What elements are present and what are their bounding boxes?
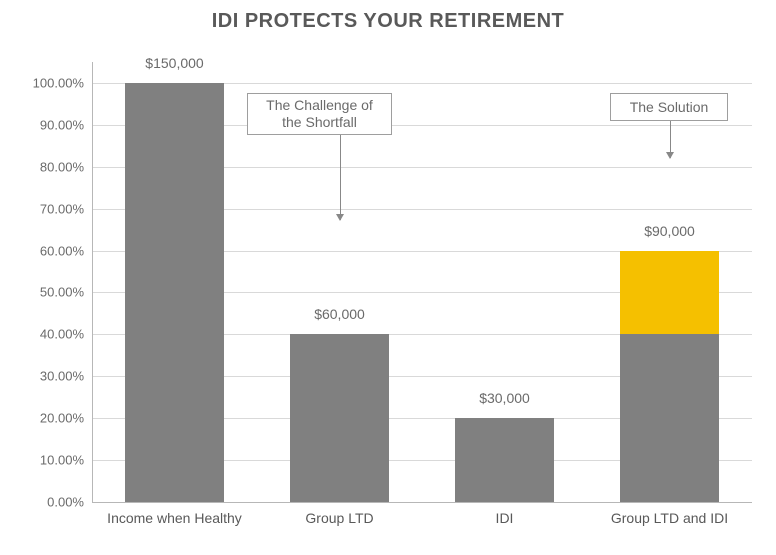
bar-value-label: $150,000: [145, 55, 203, 71]
bar-segment: [620, 251, 719, 335]
bar-segment: [620, 334, 719, 502]
callout-box: The Solution: [610, 93, 728, 121]
bar-segment: [125, 83, 224, 502]
callout-arrow: [670, 121, 671, 158]
x-axis-tick-label: Group LTD and IDI: [611, 510, 728, 526]
y-axis-tick-label: 90.00%: [40, 117, 92, 132]
y-axis-tick-label: 80.00%: [40, 159, 92, 174]
y-axis: [92, 62, 93, 502]
y-axis-tick-label: 70.00%: [40, 201, 92, 216]
bar-segment: [455, 418, 554, 502]
y-axis-tick-label: 100.00%: [33, 75, 92, 90]
y-axis-tick-label: 0.00%: [47, 495, 92, 510]
callout-box: The Challenge ofthe Shortfall: [247, 93, 392, 135]
y-axis-tick-label: 10.00%: [40, 453, 92, 468]
y-axis-tick-label: 20.00%: [40, 411, 92, 426]
x-axis-tick-label: IDI: [496, 510, 514, 526]
bar-value-label: $30,000: [479, 390, 530, 406]
y-axis-tick-label: 30.00%: [40, 369, 92, 384]
x-axis: [92, 502, 752, 503]
bar-value-label: $60,000: [314, 306, 365, 322]
x-axis-tick-label: Income when Healthy: [107, 510, 242, 526]
callout-arrow: [340, 135, 341, 220]
x-axis-tick-label: Group LTD: [305, 510, 373, 526]
y-axis-tick-label: 50.00%: [40, 285, 92, 300]
y-axis-tick-label: 60.00%: [40, 243, 92, 258]
chart-plot-area: 0.00%10.00%20.00%30.00%40.00%50.00%60.00…: [92, 62, 752, 502]
bar-segment: [290, 334, 389, 502]
chart-title: IDI PROTECTS YOUR RETIREMENT: [0, 10, 776, 33]
bar-value-label: $90,000: [644, 223, 695, 239]
y-axis-tick-label: 40.00%: [40, 327, 92, 342]
